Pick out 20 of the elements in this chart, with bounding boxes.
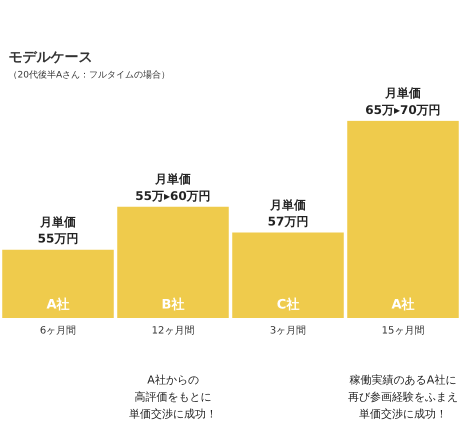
- data-label: 月単価 65万▸70万円: [365, 86, 441, 117]
- text: 15ヶ月間: [382, 326, 424, 336]
- x-tick-label: B社: [162, 296, 184, 312]
- data-label: 月単価 55万円: [38, 214, 78, 246]
- data-label: 月単価 57万円: [268, 198, 308, 229]
- x-tick-label: C社: [276, 296, 300, 312]
- text: 高評価をもとに: [134, 390, 212, 404]
- text: 稼働実績のあるA社に: [350, 374, 456, 386]
- x-tick-label: A社: [46, 296, 70, 312]
- text: 単価交渉に成功！: [129, 408, 217, 420]
- text: モデルケース: [8, 50, 92, 66]
- text: 6ヶ月間: [40, 326, 76, 336]
- text: A社からの: [147, 374, 199, 386]
- text: 単価交渉に成功！: [359, 408, 447, 420]
- text: 12ヶ月間: [152, 326, 194, 336]
- text: 3ヶ月間: [270, 326, 306, 336]
- data-label: 月単価 55万▸60万円: [135, 172, 211, 203]
- text: 再び参画経験をふまえ: [348, 390, 458, 404]
- text: （20代後半Aさん：フルタイムの場合）: [8, 70, 170, 80]
- x-tick-label: A社: [391, 296, 415, 312]
